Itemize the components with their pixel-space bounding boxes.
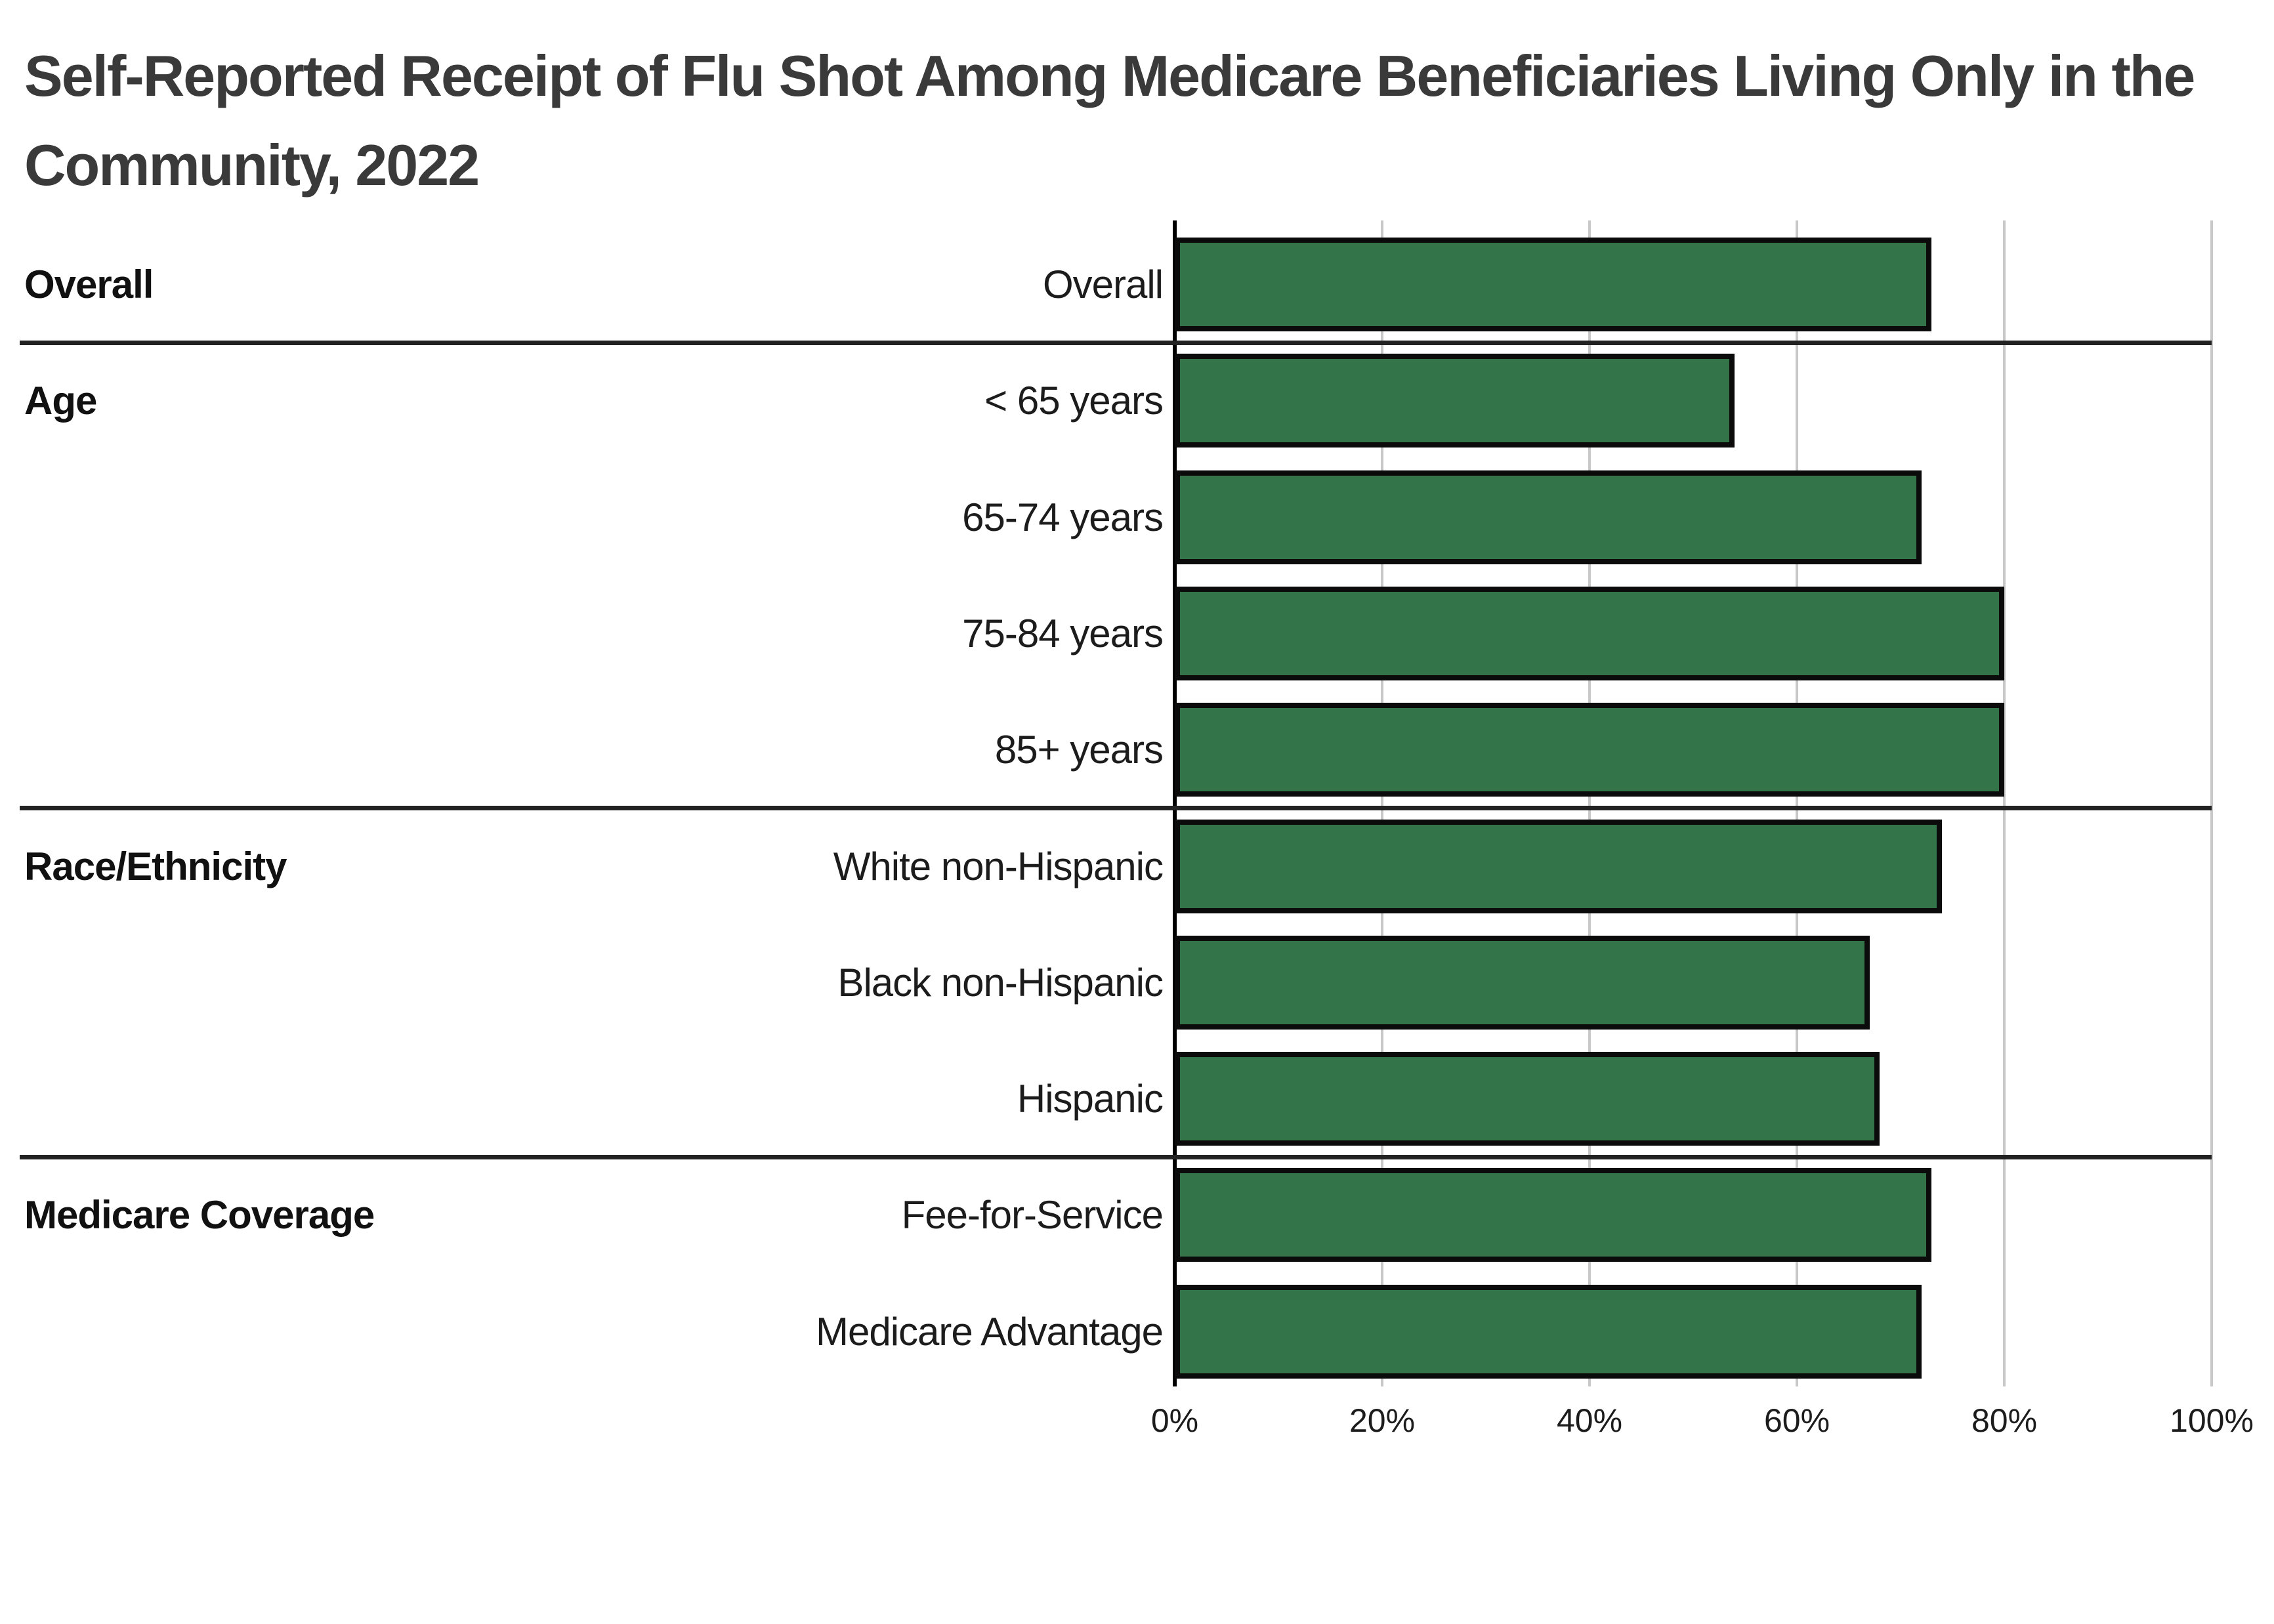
group-separator <box>20 1155 2212 1159</box>
bar-white-non-hispanic <box>1175 820 1942 913</box>
bar-75-84-years <box>1175 587 2004 680</box>
category-label: White non-Hispanic <box>833 844 1164 888</box>
x-tick-label-60: 60% <box>1763 1402 1830 1439</box>
x-tick-label-80: 80% <box>1971 1402 2038 1439</box>
gridline-80 <box>2003 220 2006 1386</box>
bar-black-non-hispanic <box>1175 936 1870 1030</box>
bar-85-years <box>1175 703 2004 797</box>
chart-title: Self-Reported Receipt of Flu Shot Among … <box>24 31 2195 210</box>
group-label-overall: Overall <box>24 262 154 306</box>
group-label-age: Age <box>24 379 97 423</box>
bar--65-years <box>1175 354 1735 448</box>
category-label: Hispanic <box>1017 1077 1164 1121</box>
category-label: 75-84 years <box>962 612 1164 656</box>
chart-title-line1: Self-Reported Receipt of Flu Shot Among … <box>24 43 2195 108</box>
gridline-100 <box>2210 220 2213 1386</box>
bar-hispanic <box>1175 1052 1880 1146</box>
x-tick-label-100: 100% <box>2170 1402 2254 1439</box>
group-label-medicare-coverage: Medicare Coverage <box>24 1193 375 1237</box>
category-label: Overall <box>1042 262 1164 306</box>
bar-fee-for-service <box>1175 1168 1931 1262</box>
category-label: < 65 years <box>984 379 1164 423</box>
gridline-60 <box>1796 220 1798 1386</box>
category-label: Black non-Hispanic <box>837 961 1164 1005</box>
group-separator <box>20 341 2212 345</box>
x-tick-label-40: 40% <box>1556 1402 1623 1439</box>
category-label: 85+ years <box>994 728 1164 772</box>
bar-overall <box>1175 238 1931 331</box>
x-axis-line <box>1173 220 1177 1386</box>
x-tick-label-20: 20% <box>1349 1402 1416 1439</box>
gridline-40 <box>1588 220 1591 1386</box>
bar-medicare-advantage <box>1175 1285 1922 1379</box>
category-label: 65-74 years <box>962 495 1164 539</box>
group-separator <box>20 806 2212 810</box>
bar-65-74-years <box>1175 470 1922 564</box>
x-tick-label-0: 0% <box>1150 1402 1199 1439</box>
chart-title-line2: Community, 2022 <box>24 133 480 198</box>
category-label: Fee-for-Service <box>901 1193 1164 1237</box>
gridline-20 <box>1381 220 1383 1386</box>
category-label: Medicare Advantage <box>815 1310 1164 1354</box>
group-label-race-ethnicity: Race/Ethnicity <box>24 844 287 888</box>
